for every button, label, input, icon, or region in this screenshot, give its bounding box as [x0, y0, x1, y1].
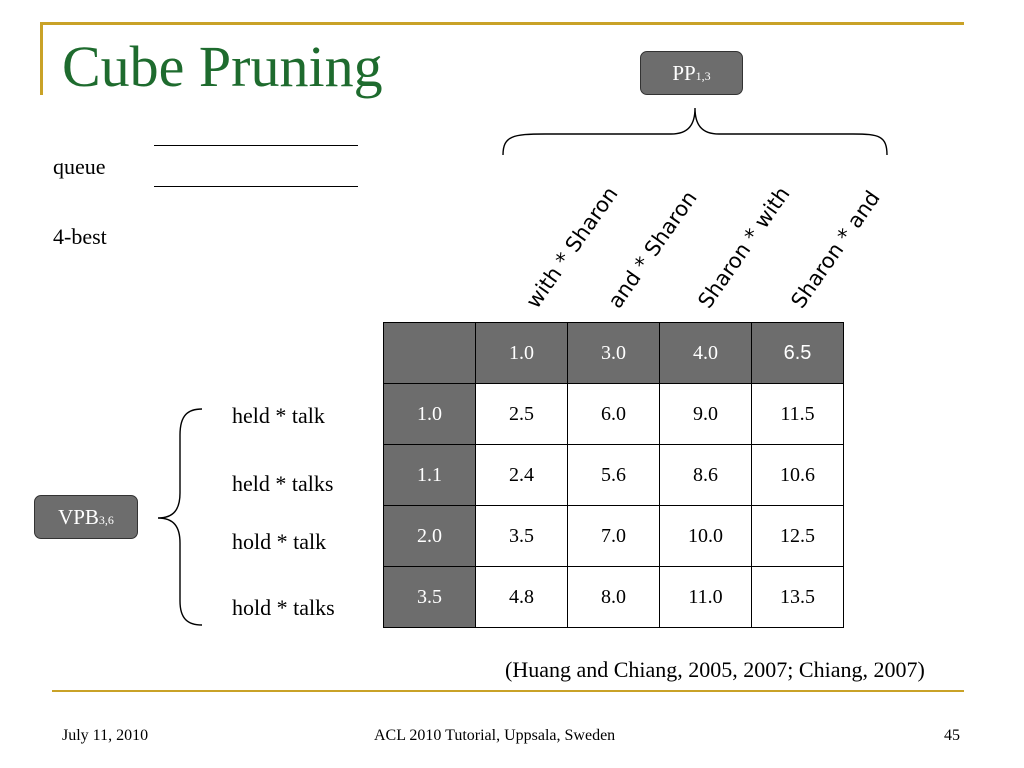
vpb-node-label: VPB [58, 504, 99, 529]
column-label: and * Sharon [603, 186, 702, 313]
grid-cell: 12.5 [751, 505, 844, 567]
grid-cell: 6.0 [567, 383, 660, 445]
grid-row: 1.1 2.4 5.6 8.6 10.6 [383, 444, 844, 506]
grid-cell: 13.5 [751, 566, 844, 628]
grid-cell: 5.6 [567, 444, 660, 506]
vpb-node-subscript: 3,6 [98, 512, 114, 527]
page-number: 45 [944, 727, 960, 744]
queue-bottom-line [154, 186, 358, 187]
footer-date: July 11, 2010 [62, 727, 149, 744]
grid-cell: 8.6 [659, 444, 752, 506]
column-score-cell: 4.0 [659, 322, 752, 384]
row-score-cell: 3.5 [383, 566, 476, 628]
row-label: held * talk [232, 403, 325, 428]
grid-cell: 9.0 [659, 383, 752, 445]
footer-venue: ACL 2010 Tutorial, Uppsala, Sweden [374, 727, 616, 744]
grid-cell: 4.8 [475, 566, 568, 628]
row-brace [157, 408, 203, 626]
row-score-cell: 1.0 [383, 383, 476, 445]
column-score-cell: 3.0 [567, 322, 660, 384]
citation: (Huang and Chiang, 2005, 2007; Chiang, 2… [505, 657, 925, 682]
row-label: held * talks [232, 471, 334, 496]
grid-cell: 2.5 [475, 383, 568, 445]
best-label: 4-best [53, 224, 107, 249]
grid-cell: 7.0 [567, 505, 660, 567]
footer-rule [52, 690, 964, 692]
row-label: hold * talks [232, 595, 335, 620]
column-label: Sharon * and [786, 186, 885, 313]
grid-row: 3.5 4.8 8.0 11.0 13.5 [383, 566, 844, 628]
column-score-cell: 1.0 [475, 322, 568, 384]
grid-cell: 10.6 [751, 444, 844, 506]
vpb-node: VPB 3,6 [34, 495, 138, 539]
row-score-cell: 2.0 [383, 505, 476, 567]
score-grid: 1.0 3.0 4.0 6.5 1.0 2.5 6.0 9.0 11.5 1.1… [383, 322, 844, 628]
header-accent-bar [40, 22, 43, 95]
grid-cell: 11.5 [751, 383, 844, 445]
pp-node: PP 1,3 [640, 51, 743, 95]
grid-row: 2.0 3.5 7.0 10.0 12.5 [383, 505, 844, 567]
grid-cell: 8.0 [567, 566, 660, 628]
slide-title: Cube Pruning [62, 34, 383, 99]
grid-corner-cell [383, 322, 476, 384]
row-label: hold * talk [232, 529, 327, 554]
grid-cell: 10.0 [659, 505, 752, 567]
grid-cell: 2.4 [475, 444, 568, 506]
header-rule [40, 22, 964, 25]
grid-row: 1.0 2.5 6.0 9.0 11.5 [383, 383, 844, 445]
column-score-cell: 6.5 [751, 322, 844, 384]
column-brace [502, 107, 888, 156]
queue-top-line [154, 145, 358, 146]
pp-node-label: PP [672, 60, 696, 85]
pp-node-subscript: 1,3 [695, 68, 711, 83]
row-score-cell: 1.1 [383, 444, 476, 506]
queue-label: queue [53, 154, 106, 179]
grid-cell: 11.0 [659, 566, 752, 628]
grid-header-row: 1.0 3.0 4.0 6.5 [383, 322, 844, 384]
grid-cell: 3.5 [475, 505, 568, 567]
column-label: Sharon * with [693, 182, 795, 313]
